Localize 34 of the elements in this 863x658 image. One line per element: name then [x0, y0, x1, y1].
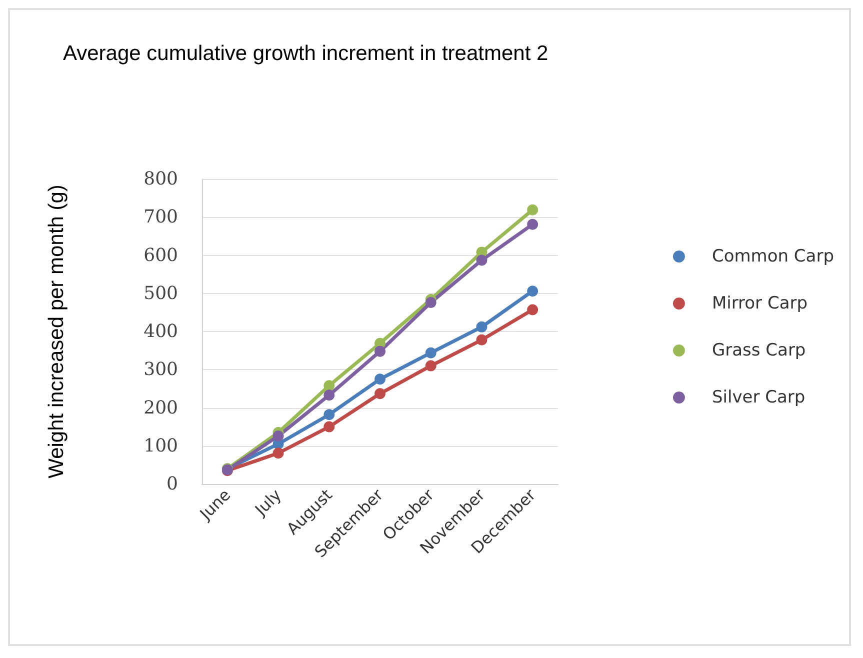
- y-tick-label: 700: [144, 206, 178, 228]
- y-tick-label: 600: [144, 244, 178, 266]
- point: [374, 374, 386, 385]
- point: [324, 390, 335, 401]
- point: [476, 254, 488, 266]
- point: [272, 448, 284, 459]
- y-tick-label: 800: [144, 168, 178, 190]
- point: [527, 304, 538, 316]
- y-tick-label: 100: [144, 435, 178, 456]
- y-tick-label: 200: [144, 397, 178, 418]
- legend-label: Silver Carp: [712, 388, 806, 408]
- legend-label: Grass Carp: [712, 340, 806, 360]
- y-tick-label: 400: [144, 321, 178, 342]
- legend-label: Common Carp: [712, 246, 834, 266]
- legend-label: Mirror Carp: [712, 294, 808, 314]
- point: [324, 421, 335, 432]
- point: [374, 388, 386, 400]
- point: [476, 321, 488, 332]
- point: [272, 430, 284, 442]
- y-tick-label: 500: [144, 282, 178, 304]
- point: [425, 297, 436, 308]
- y-axis-title: Weight increased per month (g): [45, 184, 68, 478]
- chart-title: Average cumulative growth increment in treatment 2: [63, 42, 548, 65]
- y-tick-label: 300: [144, 359, 178, 380]
- point: [324, 409, 335, 420]
- point: [425, 347, 436, 358]
- y-tick-label: 0: [166, 474, 178, 494]
- point: [324, 380, 335, 392]
- point: [476, 334, 488, 346]
- point: [527, 204, 538, 216]
- point: [425, 360, 436, 372]
- point: [527, 218, 538, 230]
- point: [374, 346, 386, 357]
- point: [527, 286, 538, 297]
